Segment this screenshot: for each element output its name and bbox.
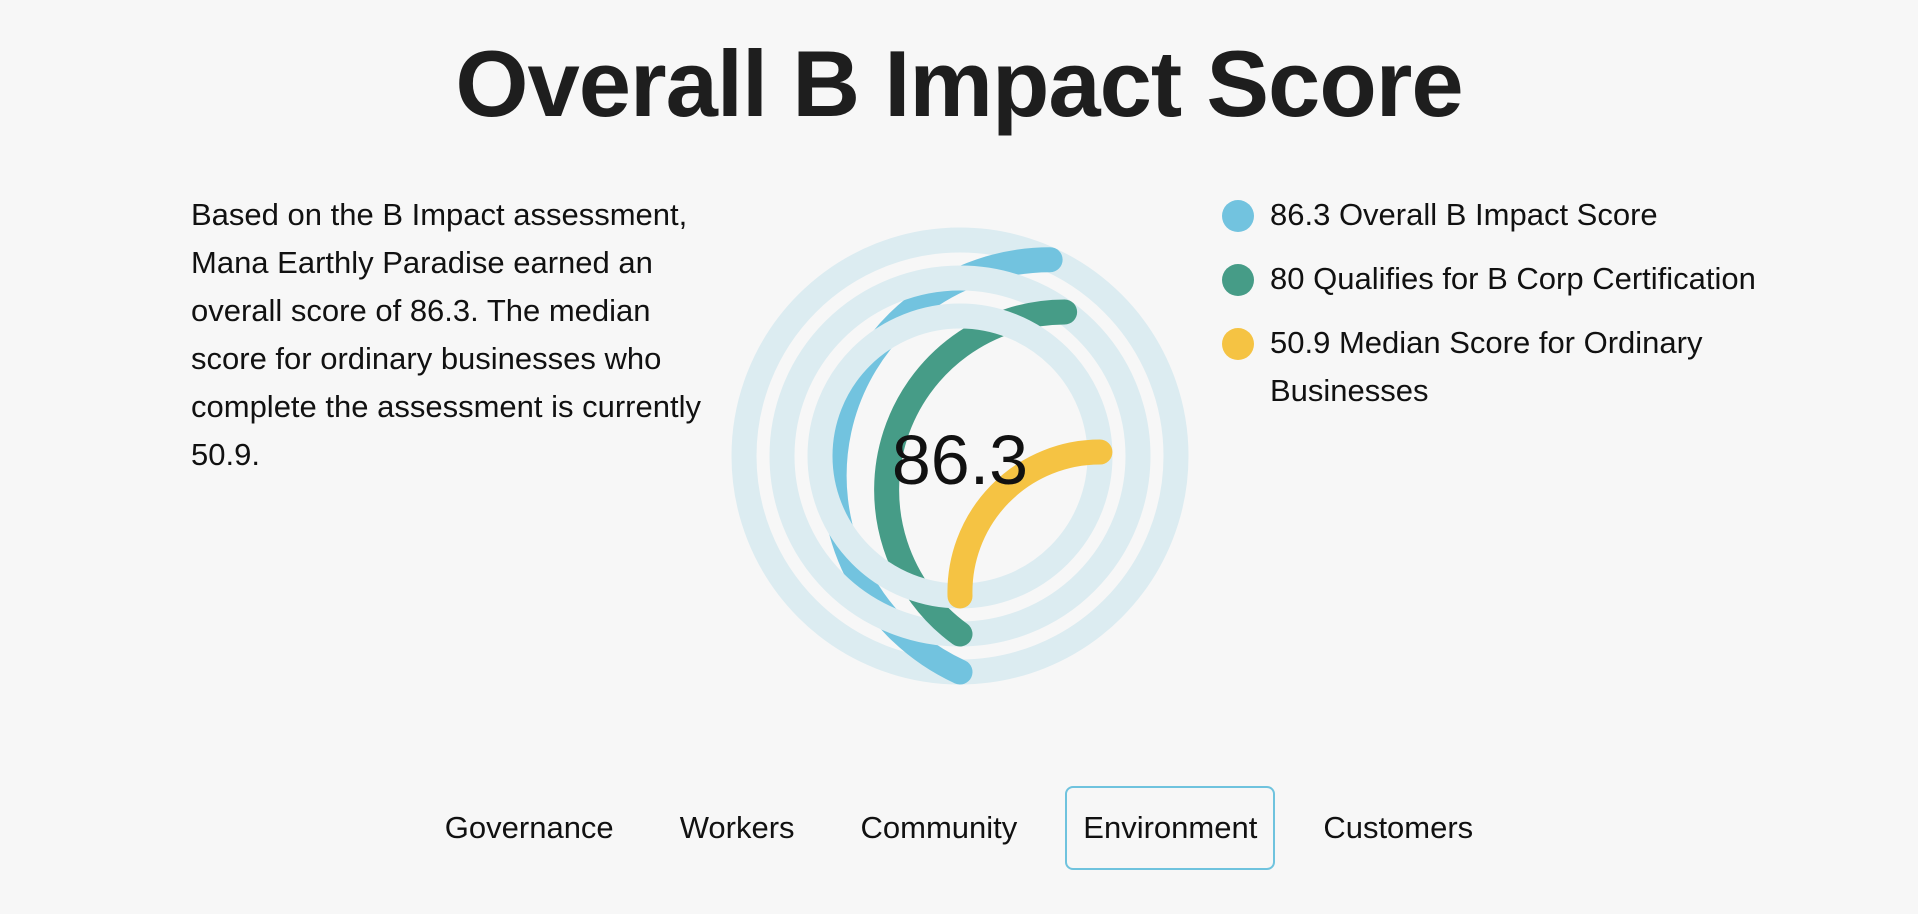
legend-item-median: 50.9 Median Score for Ordinary Businesse… [1222,319,1782,415]
chart-legend: 86.3 Overall B Impact Score 80 Qualifies… [1222,191,1782,431]
legend-dot-overall [1222,200,1254,232]
legend-dot-median [1222,328,1254,360]
ring-arc-median [947,439,1113,609]
legend-item-qualifies: 80 Qualifies for B Corp Certification [1222,255,1782,303]
page-title: Overall B Impact Score [455,31,1463,136]
score-description: Based on the B Impact assessment, Mana E… [191,197,701,472]
legend-label-median: 50.9 Median Score for Ordinary Businesse… [1270,325,1703,408]
legend-item-overall: 86.3 Overall B Impact Score [1222,191,1782,239]
legend-label-overall: 86.3 Overall B Impact Score [1270,197,1658,232]
tab-environment[interactable]: Environment [1065,786,1276,870]
tab-workers[interactable]: Workers [662,786,813,870]
tab-community[interactable]: Community [843,786,1036,870]
score-radial-chart: 86.3 [700,210,1220,710]
category-tabs: Governance Workers Community Environment… [0,786,1918,870]
tab-customers[interactable]: Customers [1305,786,1491,870]
radial-chart-svg [731,227,1189,685]
legend-dot-qualifies [1222,264,1254,296]
tab-governance[interactable]: Governance [427,786,632,870]
legend-label-qualifies: 80 Qualifies for B Corp Certification [1270,261,1756,296]
